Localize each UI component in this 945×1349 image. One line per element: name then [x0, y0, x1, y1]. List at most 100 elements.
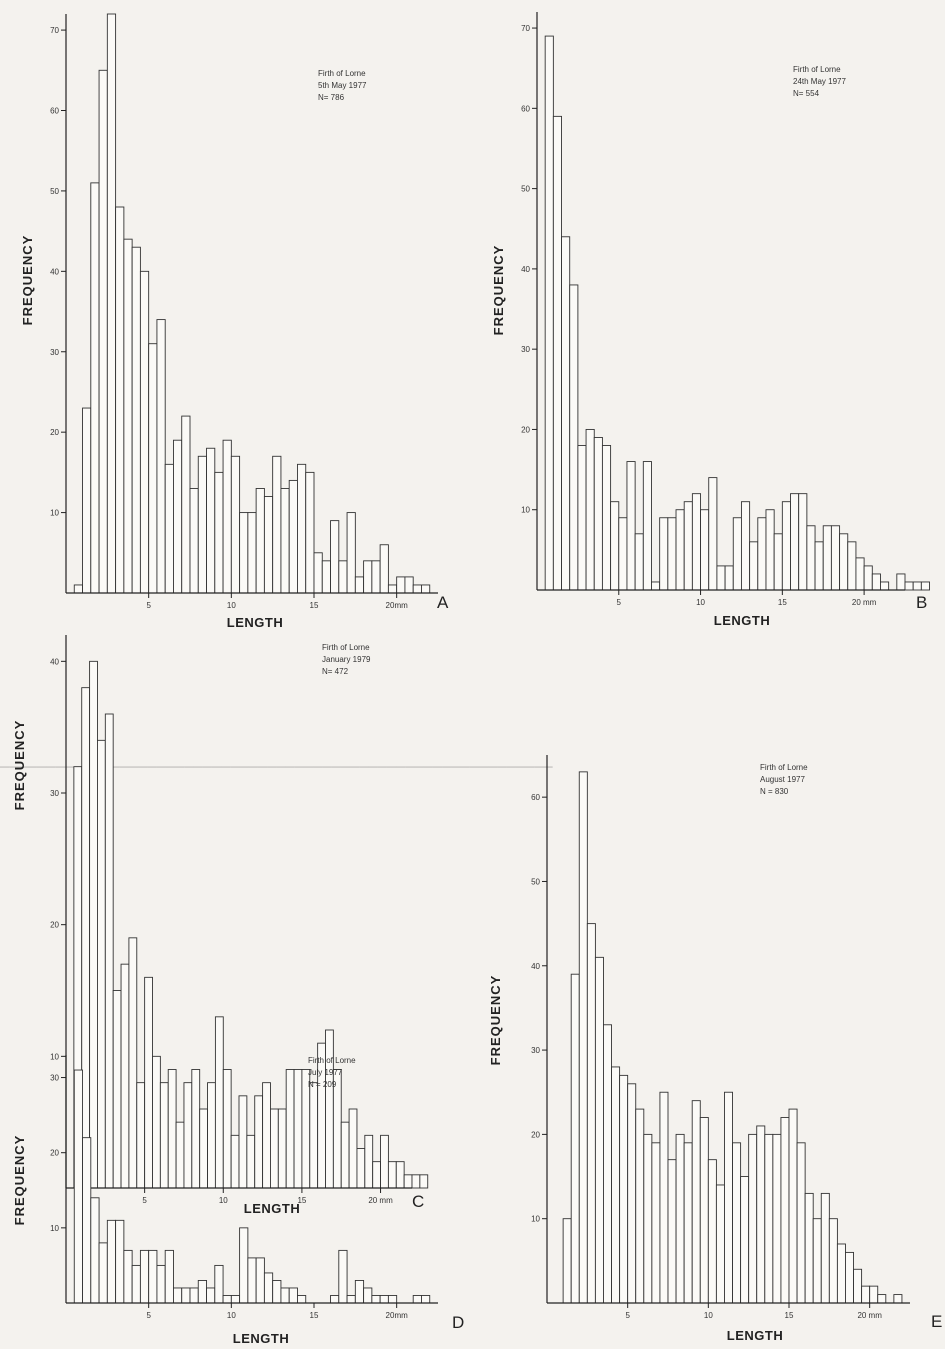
- histogram-bar: [288, 479, 298, 594]
- histogram-bar: [106, 1219, 117, 1304]
- histogram-bar: [98, 1242, 108, 1304]
- histogram-bar: [724, 1091, 733, 1304]
- histogram-bar: [152, 1055, 161, 1189]
- histogram-bar: [683, 501, 693, 591]
- histogram-bar: [740, 501, 751, 591]
- x-axis-title: LENGTH: [244, 1201, 300, 1216]
- y-tick-label: 30: [50, 1074, 59, 1083]
- histogram-bar: [675, 509, 685, 591]
- histogram-bar: [173, 439, 183, 594]
- histogram-bar: [288, 1287, 298, 1304]
- histogram-panel-c: 10 20 30 40 5 10 15 20 mm LENGTH FREQUENCY C Firth …: [12, 635, 429, 1216]
- histogram-bar: [73, 584, 83, 594]
- histogram-bar: [247, 512, 257, 594]
- histogram-bar: [814, 541, 824, 591]
- y-tick-label: 20: [50, 428, 59, 437]
- histogram-bar: [131, 1264, 141, 1304]
- histogram-bar: [128, 937, 138, 1189]
- panel-annotation: Firth of Lorne: [318, 69, 366, 78]
- histogram-bar: [379, 1295, 389, 1304]
- x-tick-label: 20mm: [386, 1311, 409, 1320]
- histogram-bar: [206, 447, 216, 594]
- histogram-bar: [896, 573, 906, 591]
- x-tick-label: 5: [625, 1311, 630, 1320]
- histogram-bar: [611, 1066, 621, 1304]
- histogram-bar: [263, 1272, 274, 1304]
- x-tick-label: 10: [227, 601, 236, 610]
- y-tick-label: 20: [50, 1149, 59, 1158]
- panel-letter: C: [412, 1192, 424, 1211]
- histogram-bar: [330, 520, 340, 594]
- panel-annotation: 5th May 1977: [318, 81, 367, 90]
- histogram-bar: [214, 1016, 224, 1189]
- y-tick-label: 20: [50, 921, 59, 930]
- y-axis-title: FREQUENCY: [20, 235, 35, 326]
- histogram-bar: [181, 415, 191, 594]
- histogram-bar: [363, 1287, 373, 1304]
- histogram-bar: [239, 1227, 249, 1304]
- histogram-bar: [280, 1287, 290, 1304]
- y-tick-label: 10: [50, 1052, 59, 1061]
- histogram-bar: [853, 1268, 863, 1304]
- histogram-bar: [634, 533, 644, 591]
- histogram-bar: [379, 544, 389, 594]
- histogram-bar: [773, 533, 783, 591]
- histogram-bar: [120, 963, 130, 1189]
- histogram-bar: [869, 1285, 879, 1304]
- histogram-bar: [197, 1280, 207, 1304]
- panel-annotation: 24th May 1977: [793, 77, 846, 86]
- histogram-bar: [238, 1095, 248, 1189]
- y-tick-label: 10: [531, 1215, 540, 1224]
- histogram-bar: [708, 477, 718, 591]
- histogram-bar: [812, 1218, 822, 1304]
- histogram-bar: [788, 1108, 798, 1304]
- histogram-bar: [601, 445, 612, 591]
- histogram-bar: [106, 13, 117, 594]
- histogram-bar: [139, 270, 150, 594]
- panel-letter: B: [916, 593, 927, 612]
- x-axis-title: LENGTH: [727, 1328, 783, 1343]
- histogram-bar: [836, 1243, 846, 1304]
- histogram-bar: [552, 115, 562, 591]
- histogram-bar: [585, 428, 595, 591]
- histogram-bar: [569, 284, 579, 591]
- histogram-bar: [254, 1095, 264, 1189]
- histogram-bar: [191, 1069, 201, 1189]
- histogram-bar: [139, 1249, 150, 1304]
- x-tick-label: 20mm: [386, 601, 409, 610]
- histogram-bar: [156, 319, 166, 594]
- histogram-bar: [181, 1287, 191, 1304]
- histogram-bar: [305, 471, 315, 594]
- histogram-bar: [790, 493, 800, 591]
- histogram-bar: [593, 437, 603, 591]
- histogram-bar: [651, 1142, 661, 1304]
- histogram-bar: [732, 1142, 742, 1304]
- x-tick-label: 15: [785, 1311, 794, 1320]
- panel-letter: D: [452, 1313, 464, 1332]
- histogram-bar: [148, 1249, 158, 1304]
- histogram-bar: [338, 560, 348, 594]
- y-tick-label: 70: [50, 26, 59, 35]
- histogram-bar: [371, 560, 381, 594]
- histogram-bar: [321, 560, 331, 594]
- histogram-bar: [667, 1159, 677, 1304]
- histogram-bar: [772, 1133, 782, 1304]
- histogram-bar: [626, 461, 636, 591]
- histogram-bar: [222, 439, 232, 594]
- histogram-bar: [270, 1108, 279, 1189]
- histogram-bar: [131, 246, 141, 594]
- histogram-bar: [123, 1249, 133, 1304]
- x-tick-label: 5: [146, 1311, 151, 1320]
- histogram-bar: [239, 512, 249, 594]
- histogram-bar: [404, 576, 414, 594]
- y-axis-title: FREQUENCY: [488, 975, 503, 1066]
- histogram-bar: [214, 1264, 224, 1304]
- histogram-bar: [618, 517, 628, 591]
- histogram-bar: [395, 1161, 405, 1189]
- panel-annotation: Firth of Lorne: [793, 65, 841, 74]
- x-tick-label: 15: [310, 601, 319, 610]
- histogram-bar: [798, 493, 808, 591]
- histogram-panel-b: 10 20 30 40 50 60 70 5 10 15 20 mm LENGTH FREQUENCY B…: [491, 12, 930, 628]
- histogram-bar: [372, 1161, 381, 1189]
